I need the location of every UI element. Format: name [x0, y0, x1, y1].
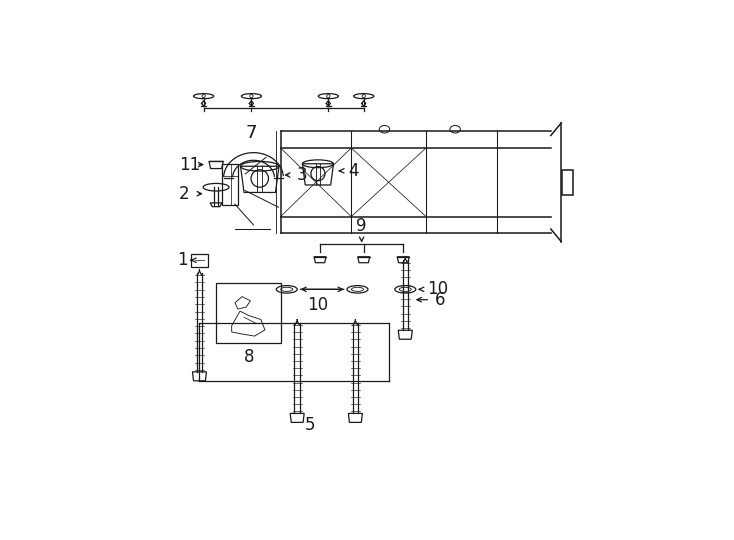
Text: 5: 5 [305, 416, 315, 434]
Text: 10: 10 [308, 295, 329, 314]
Text: 4: 4 [349, 162, 359, 180]
Text: 3: 3 [297, 166, 307, 184]
Text: 11: 11 [178, 156, 200, 173]
Text: 7: 7 [246, 124, 257, 142]
Text: 2: 2 [178, 185, 189, 202]
Text: 10: 10 [427, 280, 448, 298]
Text: 6: 6 [435, 291, 445, 309]
Text: 9: 9 [357, 217, 367, 235]
Text: 8: 8 [244, 348, 255, 366]
Text: 1: 1 [178, 251, 188, 269]
